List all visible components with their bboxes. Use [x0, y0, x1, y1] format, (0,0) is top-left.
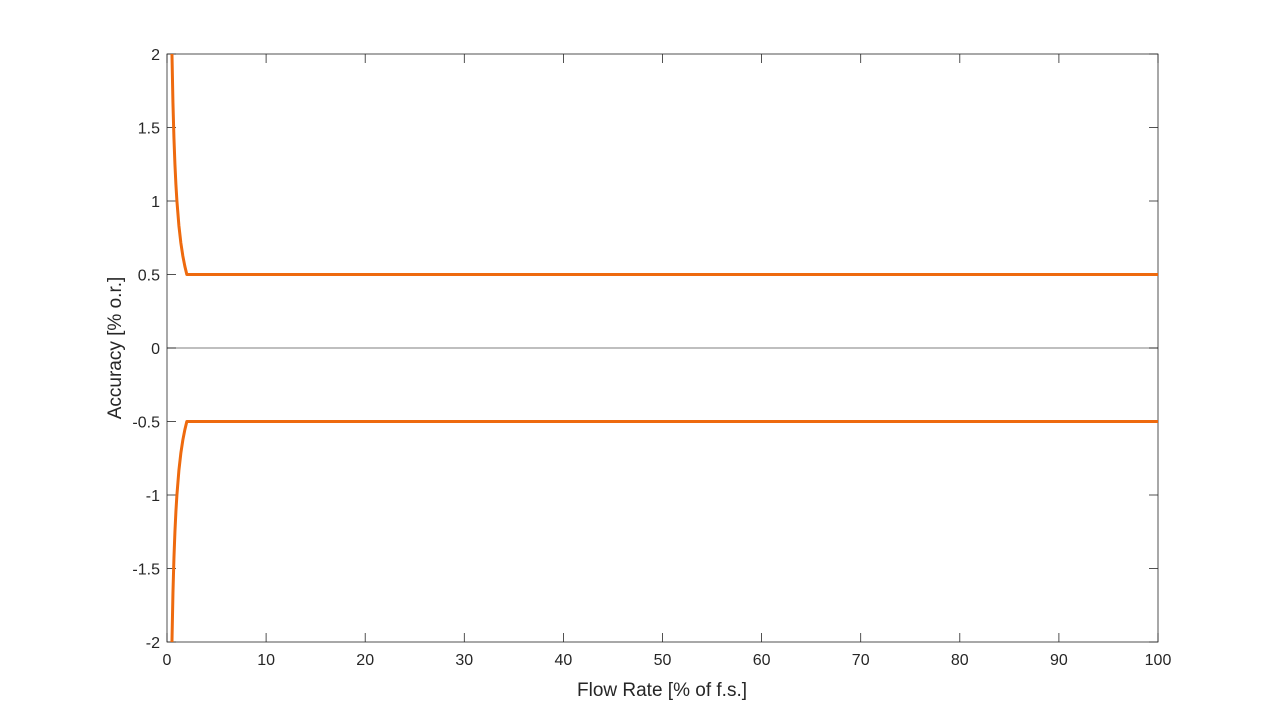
plot-area: 0 10 20 30 40 50 60 70 80 90 100 -2 -1.5 -1 -0.5 0 0.5 1 1…	[132, 47, 1171, 669]
x-axis-label: Flow Rate [% of f.s.]	[577, 680, 747, 701]
y-tick-label: 0.5	[138, 268, 160, 285]
x-tick-label: 10	[257, 652, 275, 669]
y-tick-label: 1	[151, 194, 160, 211]
y-tick-label: 1.5	[138, 121, 160, 138]
y-tick-label: -0.5	[132, 415, 160, 432]
y-tick-label: 0	[151, 341, 160, 358]
x-tick-label: 60	[753, 652, 771, 669]
x-tick-label: 100	[1145, 652, 1172, 669]
upper-accuracy-limit-line	[170, 53, 1158, 276]
y-tick-label: 2	[151, 47, 160, 64]
y-tick-label: -1	[146, 488, 160, 505]
x-tick-label: 90	[1050, 652, 1068, 669]
x-tick-label: 30	[455, 652, 473, 669]
y-axis-label: Accuracy [% o.r.]	[105, 277, 126, 420]
x-tick-label: 0	[163, 652, 172, 669]
x-tick-label: 50	[654, 652, 672, 669]
x-tick-label: 20	[356, 652, 374, 669]
y-tick-label: -1.5	[132, 562, 160, 579]
y-tick-label: -2	[146, 635, 160, 652]
x-tick-label: 80	[951, 652, 969, 669]
lower-accuracy-limit-line	[170, 420, 1158, 643]
x-tick-label: 70	[852, 652, 870, 669]
x-tick-label: 40	[555, 652, 573, 669]
